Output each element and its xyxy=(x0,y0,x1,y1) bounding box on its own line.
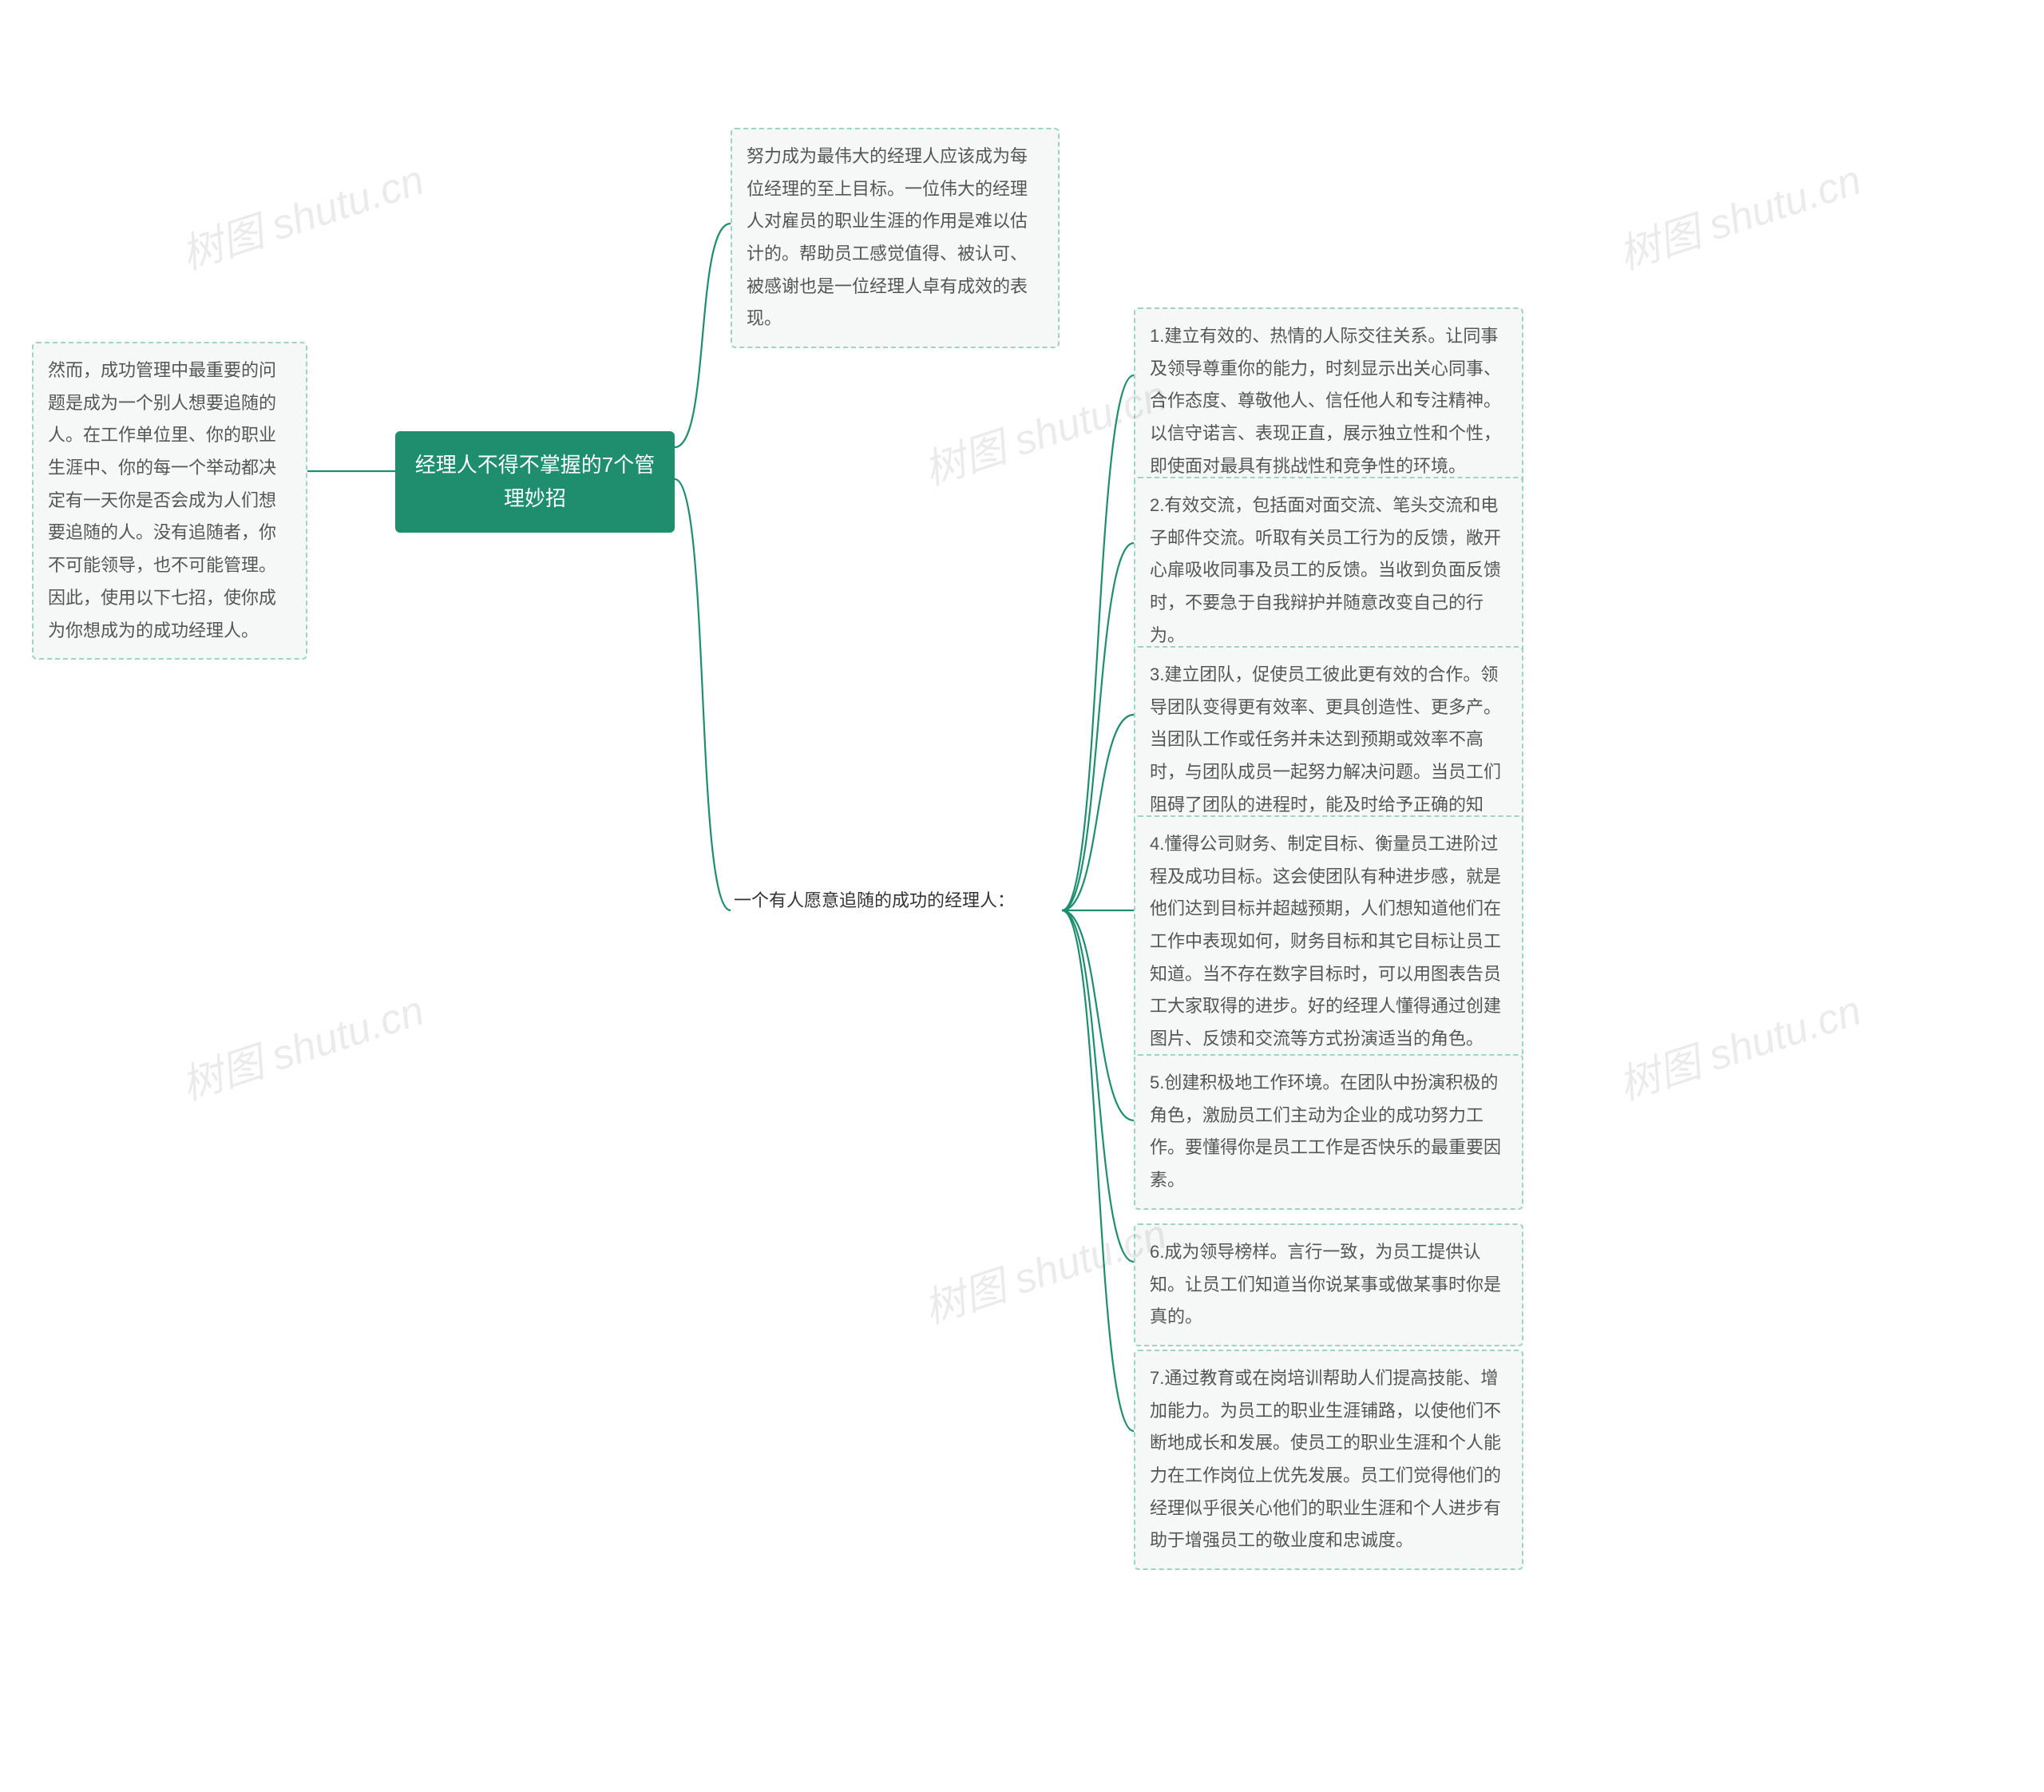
intro-node: 努力成为最伟大的经理人应该成为每位经理的至上目标。一位伟大的经理人对雇员的职业生… xyxy=(731,128,1060,348)
center-text: 经理人不得不掌握的7个管理妙招 xyxy=(415,453,655,510)
tip-node-5: 5.创建积极地工作环境。在团队中扮演积极的角色，激励员工们主动为企业的成功努力工… xyxy=(1134,1054,1523,1210)
tip-node-1: 1.建立有效的、热情的人际交往关系。让同事及领导尊重你的能力，时刻显示出关心同事… xyxy=(1134,307,1523,495)
left-summary-text: 然而，成功管理中最重要的问题是成为一个别人想要追随的人。在工作单位里、你的职业生… xyxy=(48,360,276,640)
tip-text-1: 1.建立有效的、热情的人际交往关系。让同事及领导尊重你的能力，时刻显示出关心同事… xyxy=(1150,326,1501,476)
branch-label-text: 一个有人愿意追随的成功的经理人： xyxy=(734,890,1015,910)
tip-text-4: 4.懂得公司财务、制定目标、衡量员工进阶过程及成功目标。这会使团队有种进步感，就… xyxy=(1150,834,1501,1049)
intro-text: 努力成为最伟大的经理人应该成为每位经理的至上目标。一位伟大的经理人对雇员的职业生… xyxy=(747,146,1028,328)
tip-text-5: 5.创建积极地工作环境。在团队中扮演积极的角色，激励员工们主动为企业的成功努力工… xyxy=(1150,1072,1501,1190)
tip-text-6: 6.成为领导榜样。言行一致，为员工提供认知。让员工们知道当你说某事或做某事时你是… xyxy=(1150,1242,1501,1326)
tip-node-7: 7.通过教育或在岗培训帮助人们提高技能、增加能力。为员工的职业生涯铺路，以使他们… xyxy=(1134,1350,1523,1570)
branch-label-node: 一个有人愿意追随的成功的经理人： xyxy=(731,878,1062,924)
tip-node-6: 6.成为领导榜样。言行一致，为员工提供认知。让员工们知道当你说某事或做某事时你是… xyxy=(1134,1223,1523,1346)
left-summary-node: 然而，成功管理中最重要的问题是成为一个别人想要追随的人。在工作单位里、你的职业生… xyxy=(32,342,307,660)
tip-text-2: 2.有效交流，包括面对面交流、笔头交流和电子邮件交流。听取有关员工行为的反馈，敞… xyxy=(1150,495,1501,645)
tip-node-4: 4.懂得公司财务、制定目标、衡量员工进阶过程及成功目标。这会使团队有种进步感，就… xyxy=(1134,815,1523,1068)
center-node: 经理人不得不掌握的7个管理妙招 xyxy=(395,431,675,533)
tip-text-7: 7.通过教育或在岗培训帮助人们提高技能、增加能力。为员工的职业生涯铺路，以使他们… xyxy=(1150,1368,1501,1550)
tip-node-2: 2.有效交流，包括面对面交流、笔头交流和电子邮件交流。听取有关员工行为的反馈，敞… xyxy=(1134,477,1523,664)
